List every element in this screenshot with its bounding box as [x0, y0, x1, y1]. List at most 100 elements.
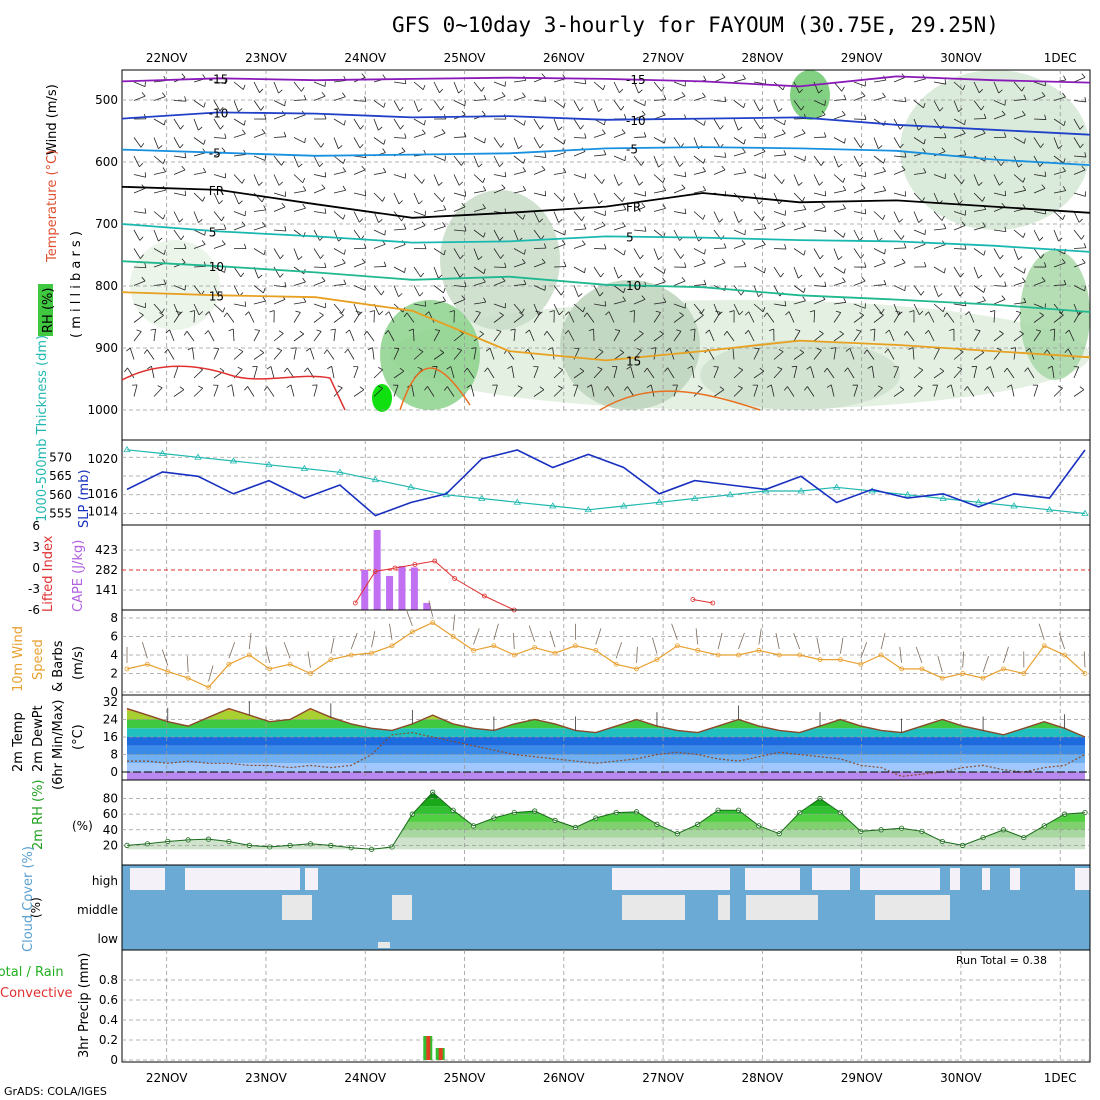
wind-barb: [146, 349, 155, 360]
wind-barb: [893, 389, 905, 397]
wind-barb-flag: [279, 273, 284, 278]
wind-barb: [393, 100, 401, 112]
wind-barb: [333, 155, 344, 164]
wind-10m-barb: [307, 651, 311, 668]
wind-barb: [987, 386, 995, 397]
cloud-percent-label: (%): [29, 897, 43, 918]
wind-barb: [793, 132, 806, 138]
wind-barb-flag: [522, 185, 527, 191]
wind-barb-flag: [341, 258, 346, 264]
wind-barb-flag: [443, 288, 446, 294]
temp-color-band: [127, 763, 1085, 772]
wind-barb: [753, 303, 764, 313]
wind-barb-flag: [302, 277, 306, 283]
wind-barb: [393, 285, 399, 297]
wind-barb: [826, 367, 835, 379]
wind-barb-flag: [681, 276, 686, 282]
wind-barb: [853, 303, 866, 309]
wind-barb-flag: [320, 143, 325, 148]
wind-barb-flag: [321, 92, 326, 97]
wind-barb: [1073, 229, 1082, 240]
wind-barb-flag: [279, 254, 284, 259]
wind-barb: [373, 100, 385, 108]
chart-title: GFS 0~10day 3-hourly for FAYOUM (30.75E,…: [392, 13, 999, 37]
wind-barb-flag: [619, 88, 624, 94]
wind-barb: [433, 300, 446, 305]
wind-barb-flag: [522, 214, 526, 220]
wind-barb-flag: [963, 150, 967, 156]
wind-barb: [446, 386, 455, 397]
wind-barb: [1013, 98, 1026, 101]
wind-barb-flag: [438, 181, 443, 186]
wind-barb: [933, 211, 943, 221]
lifted-index-marker: [481, 593, 487, 599]
rh-tick-label: 20: [103, 838, 118, 852]
wind-barb: [333, 229, 339, 242]
wind-barb: [693, 96, 706, 101]
wind-barb: [953, 368, 963, 379]
wind-barb: [233, 192, 240, 205]
wind-barb-flag: [303, 297, 307, 303]
wind-barb-flag: [483, 268, 486, 274]
wind-barb-flag: [701, 258, 706, 264]
wind-barb: [513, 155, 524, 164]
wind-barb-flag: [523, 279, 527, 285]
contour-label: 10: [626, 279, 641, 293]
wind-barb-flag: [184, 190, 187, 196]
wind-barb-flag: [564, 311, 570, 316]
wind-barb: [593, 133, 606, 138]
wind-barb: [773, 118, 785, 126]
wind-barb-flag: [478, 163, 483, 168]
wind-barb: [933, 151, 946, 157]
wind-barb-flag: [342, 158, 346, 164]
wind-ylabel: Wind (m/s): [45, 84, 60, 155]
wind-barb-flag: [475, 310, 481, 313]
wind-barb: [293, 114, 306, 120]
wind-barb-flag: [884, 249, 886, 255]
wind-barb-flag: [327, 365, 332, 370]
wind-barb: [433, 174, 440, 186]
wind-barb-flag: [254, 329, 260, 331]
wind-barb-flag: [378, 385, 383, 389]
lifted-index-tick-label: 0: [32, 561, 40, 575]
wind-barb-flag: [1001, 202, 1006, 208]
wind-barb: [893, 211, 900, 223]
wind-barb-flag: [266, 366, 272, 370]
wind-barb-flag: [579, 367, 585, 372]
wind-barb-flag: [859, 312, 864, 316]
wind-barb: [213, 81, 226, 84]
wind-barb: [953, 81, 964, 91]
wind-barb: [433, 248, 445, 256]
wind-barb: [973, 266, 979, 279]
wind-barb-flag: [263, 249, 266, 255]
wind-barb: [273, 136, 286, 138]
wind-barb: [773, 351, 784, 360]
wind-barb-flag: [909, 310, 915, 313]
wind-barb-flag: [1003, 132, 1007, 138]
rh-shading: [440, 190, 560, 330]
wind-barb-flag: [703, 279, 707, 285]
wind-barb-flag: [641, 295, 646, 300]
wind-barb: [633, 155, 642, 166]
wind-barb: [313, 174, 326, 178]
wind-barb: [273, 266, 281, 278]
wind-barb: [813, 100, 826, 106]
wind-barb: [127, 367, 135, 379]
temperature-contour: [121, 75, 1091, 88]
wind-barb: [213, 211, 222, 222]
wind-barb: [946, 312, 955, 323]
wind10m-ylabels: 10m Wind Speed & Barbs (m/s): [11, 626, 86, 692]
wind-barb: [493, 81, 506, 87]
wind-barb-flag: [584, 78, 587, 84]
wind-barb: [153, 303, 163, 314]
wind-barb: [373, 171, 386, 175]
wind-barb: [653, 81, 662, 92]
wind-barb-flag: [244, 311, 250, 316]
wind-barb-flag: [826, 384, 832, 388]
wind-barb: [568, 311, 575, 323]
wind-barb-flag: [744, 330, 749, 335]
wind-barb-flag: [598, 348, 604, 353]
wind-barb-flag: [959, 292, 964, 297]
wind-barb: [373, 243, 386, 249]
